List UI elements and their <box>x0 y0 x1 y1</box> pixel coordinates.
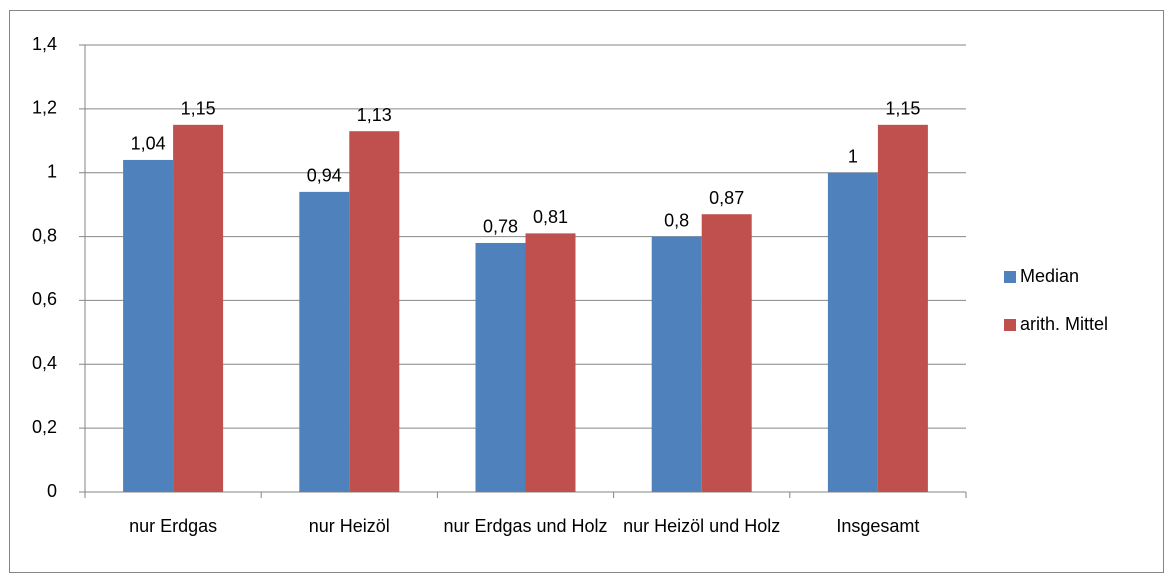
y-tick-label: 1,2 <box>32 98 57 118</box>
legend-label: arith. Mittel <box>1020 314 1108 334</box>
bar <box>525 233 576 492</box>
legend-label: Median <box>1020 266 1079 286</box>
bar <box>299 191 350 492</box>
x-tick-label: Insgesamt <box>836 516 920 536</box>
legend-swatch <box>1004 319 1016 331</box>
bar <box>123 159 174 492</box>
value-label: 0,8 <box>664 210 689 230</box>
y-tick-label: 0,4 <box>32 353 57 373</box>
bar <box>475 242 526 492</box>
y-tick-label: 1,4 <box>32 34 57 54</box>
y-tick-label: 0,2 <box>32 417 57 437</box>
bar <box>827 172 878 492</box>
y-tick-label: 0 <box>47 481 57 501</box>
y-tick-label: 1 <box>47 161 57 181</box>
value-label: 0,87 <box>709 188 744 208</box>
value-label: 1,04 <box>131 134 166 154</box>
x-tick-label: nur Erdgas <box>129 516 218 536</box>
value-label: 1,15 <box>885 99 920 119</box>
legend-swatch <box>1004 271 1016 283</box>
x-tick-label: nur Erdgas und Holz <box>443 516 608 536</box>
x-tick-label: nur Heizöl <box>308 516 390 536</box>
value-label: 1,15 <box>181 99 216 119</box>
y-tick-label: 0,8 <box>32 225 57 245</box>
value-label: 0,81 <box>533 207 568 227</box>
value-label: 1 <box>848 146 858 166</box>
bar <box>651 236 702 492</box>
x-tick-label: nur Heizöl und Holz <box>623 516 781 536</box>
value-label: 1,13 <box>357 105 392 125</box>
value-label: 0,94 <box>307 166 342 186</box>
bar <box>877 124 928 493</box>
bar <box>349 131 400 492</box>
bar <box>701 214 752 492</box>
bar <box>173 124 224 493</box>
y-tick-label: 0,6 <box>32 289 57 309</box>
value-label: 0,78 <box>483 217 518 237</box>
